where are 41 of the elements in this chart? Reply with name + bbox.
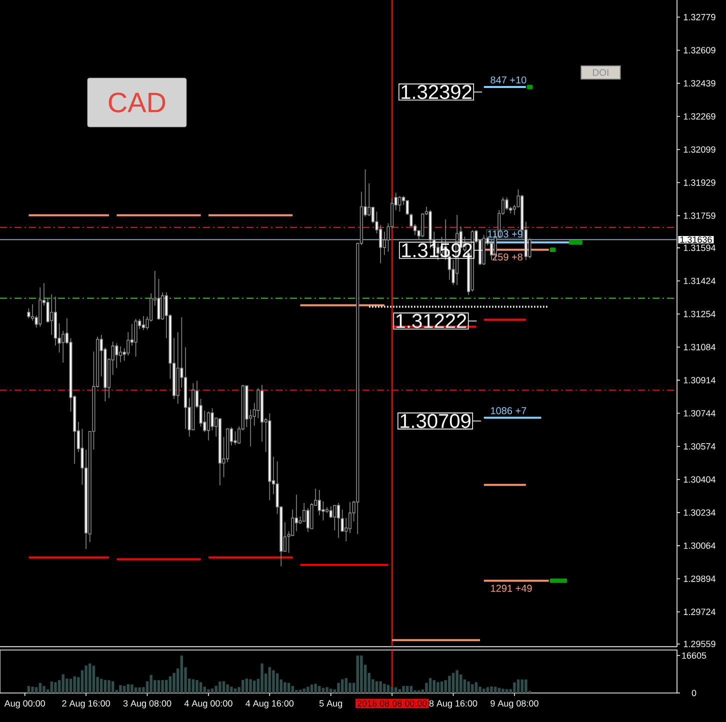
y-tick-label: 16605	[682, 652, 706, 659]
x-tick-label: 2016.08.08 00:00	[357, 700, 427, 707]
y-tick-label: 1.29894	[684, 576, 716, 582]
annotation: CAD	[108, 92, 166, 112]
x-tick-label: Aug 00:00	[4, 700, 46, 708]
y-tick-label: 1.31929	[684, 179, 716, 186]
y-tick-label: 1.31759	[684, 212, 716, 219]
y-tick-label: 1.30914	[684, 377, 716, 384]
ref-line-label: 1.31636	[680, 236, 712, 243]
y-tick-label: 1.31084	[684, 344, 716, 350]
annotation: 259 +8	[492, 253, 522, 261]
y-tick-label: 1.32779	[684, 14, 716, 20]
x-tick-label: 5 Aug	[319, 700, 342, 708]
y-tick-label: 1.30404	[684, 476, 716, 483]
x-tick-label: 4 Aug 00:00	[184, 700, 232, 708]
x-tick-label: 3 Aug 08:00	[123, 700, 172, 708]
y-tick-label: 1.30744	[684, 410, 716, 416]
x-tick-label: 2 Aug 16:00	[62, 700, 110, 708]
x-tick-label: 4 Aug 16:00	[246, 700, 294, 708]
y-tick-label: 1.31424	[684, 278, 716, 284]
annotation: 1086 +7	[490, 407, 526, 414]
annotation: 1.32392	[402, 84, 472, 100]
x-tick-label: 9 Aug 08:00	[490, 700, 538, 708]
y-tick-label: 1.29559	[684, 640, 716, 648]
y-tick-label: 1.32609	[684, 47, 716, 54]
y-tick-label: 1.30234	[684, 509, 716, 516]
y-tick-label: 1.31254	[684, 310, 716, 318]
annotation: 1.31222	[396, 314, 466, 328]
annotation: 1291 +49	[491, 584, 532, 592]
annotation: 1.30709	[400, 414, 470, 428]
y-tick-label: 1.32439	[684, 80, 716, 86]
y-tick-label: 1.30064	[684, 542, 716, 549]
y-tick-label: 1.30574	[684, 443, 716, 450]
y-tick-label: 0	[692, 690, 696, 696]
y-tick-label: 1.32269	[684, 113, 716, 120]
annotation: 847 +10	[490, 76, 526, 84]
x-tick-label: 8 Aug 16:00	[429, 700, 478, 708]
y-tick-label: 1.32099	[684, 146, 716, 153]
y-tick-label: 1.29724	[684, 608, 716, 616]
y-tick-label: 1.31594	[684, 244, 716, 251]
annotation: DOI	[593, 69, 608, 76]
